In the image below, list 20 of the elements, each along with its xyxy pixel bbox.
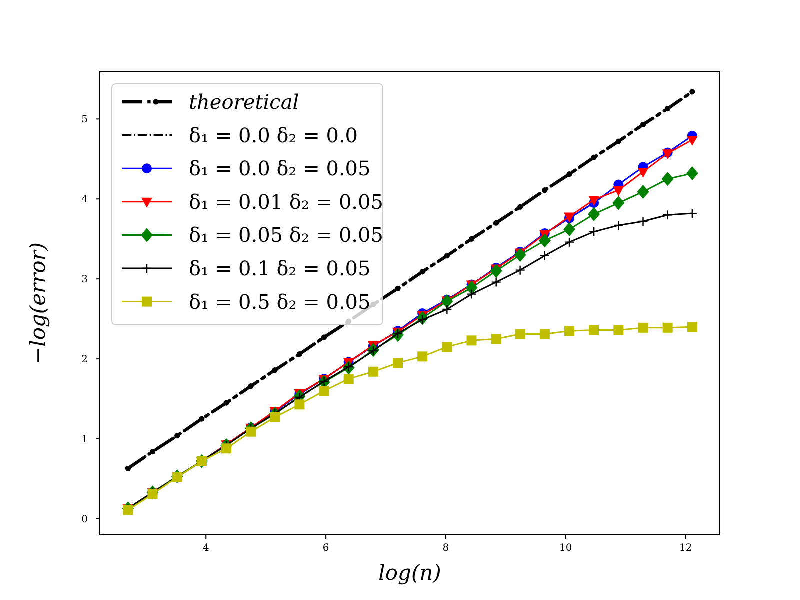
legend-label: δ₁ = 0.1 δ₂ = 0.05	[189, 256, 371, 280]
legend-label: δ₁ = 0.01 δ₂ = 0.05	[189, 190, 384, 214]
legend-label: δ₁ = 0.05 δ₂ = 0.05	[189, 223, 384, 248]
legend-label: δ₁ = 0.0 δ₂ = 0.0	[189, 123, 358, 148]
legend-label: δ₁ = 0.5 δ₂ = 0.05	[189, 290, 371, 314]
x-tick-label: 12	[679, 543, 692, 554]
x-tick-label: 8	[442, 543, 450, 554]
y-tick-label: 1	[82, 434, 88, 446]
y-tick-label: 3	[82, 274, 88, 286]
y-tick-label: 0	[82, 514, 88, 526]
legend-label: theoretical	[189, 90, 300, 114]
x-tick-label: 10	[560, 543, 572, 554]
x-axis-title: log(n)	[378, 561, 442, 585]
x-tick-label: 6	[322, 543, 330, 554]
y-tick-label: 4	[82, 194, 88, 206]
y-tick-label: 5	[82, 114, 88, 126]
legend-label: δ₁ = 0.0 δ₂ = 0.05	[189, 156, 371, 181]
y-axis-title: −log(error)	[26, 242, 50, 364]
x-tick-label: 4	[202, 543, 210, 554]
y-tick-label: 2	[82, 354, 88, 366]
